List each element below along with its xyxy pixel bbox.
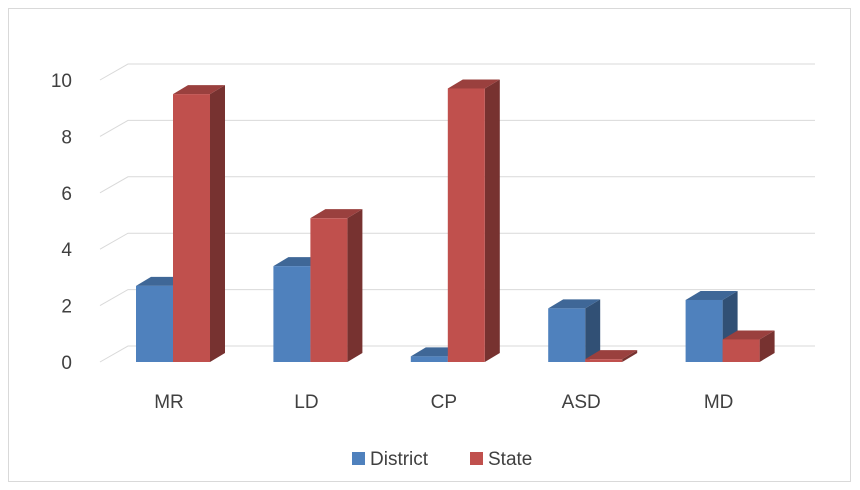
bar-front [173,94,210,362]
bar-side [759,330,775,362]
bar-top [447,79,500,89]
bars [136,79,775,363]
gridline [99,289,815,307]
bar-side [622,350,638,362]
bar-top [722,330,775,340]
bar-front [548,308,586,362]
bar-state-ld [310,209,363,362]
y-axis-ticks: 0 2 4 6 8 10 [51,71,73,374]
bar-state-asd [585,350,638,362]
x-axis-labels: MR LD CP ASD MD [154,392,733,413]
gridline [99,63,815,81]
bar-front [310,218,348,362]
y-tick-label: 4 [61,240,72,261]
bar-top [310,209,363,219]
bar-top [585,350,638,360]
bar-front [447,88,485,363]
bar-side [210,85,225,362]
gridline [99,232,815,250]
bar-side [585,299,601,362]
bar-top [173,85,225,95]
y-tick-label: 2 [61,297,72,318]
x-tick-label: CP [431,392,457,413]
x-tick-label: MD [704,392,734,413]
y-tick-label: 10 [51,71,72,92]
bar-front [136,285,173,362]
gridline [99,176,815,194]
legend-swatch-state [470,452,483,465]
legend-swatch-district [352,452,365,465]
x-tick-label: ASD [562,392,601,413]
chart-frame [8,8,851,482]
legend-label-state: State [488,449,532,470]
bar-front [685,299,723,362]
legend: District State [352,449,532,470]
bar-front [410,356,448,362]
y-tick-label: 8 [61,127,72,148]
y-tick-label: 6 [61,184,72,205]
bar-top [685,290,738,300]
bar-side [484,79,500,363]
bar-state-cp [447,79,500,363]
bar-front [722,339,760,362]
bar-front [273,266,311,362]
bar-top [548,299,601,309]
y-tick-label: 0 [61,353,72,374]
x-tick-label: LD [294,392,318,413]
bar-district-asd [548,299,601,362]
bar-front [585,359,623,362]
bar-side [347,209,363,362]
bar-state-md [722,330,775,362]
gridline [99,119,815,137]
bar-state-mr [173,85,225,362]
legend-label-district: District [370,449,429,470]
x-tick-label: MR [154,392,184,413]
